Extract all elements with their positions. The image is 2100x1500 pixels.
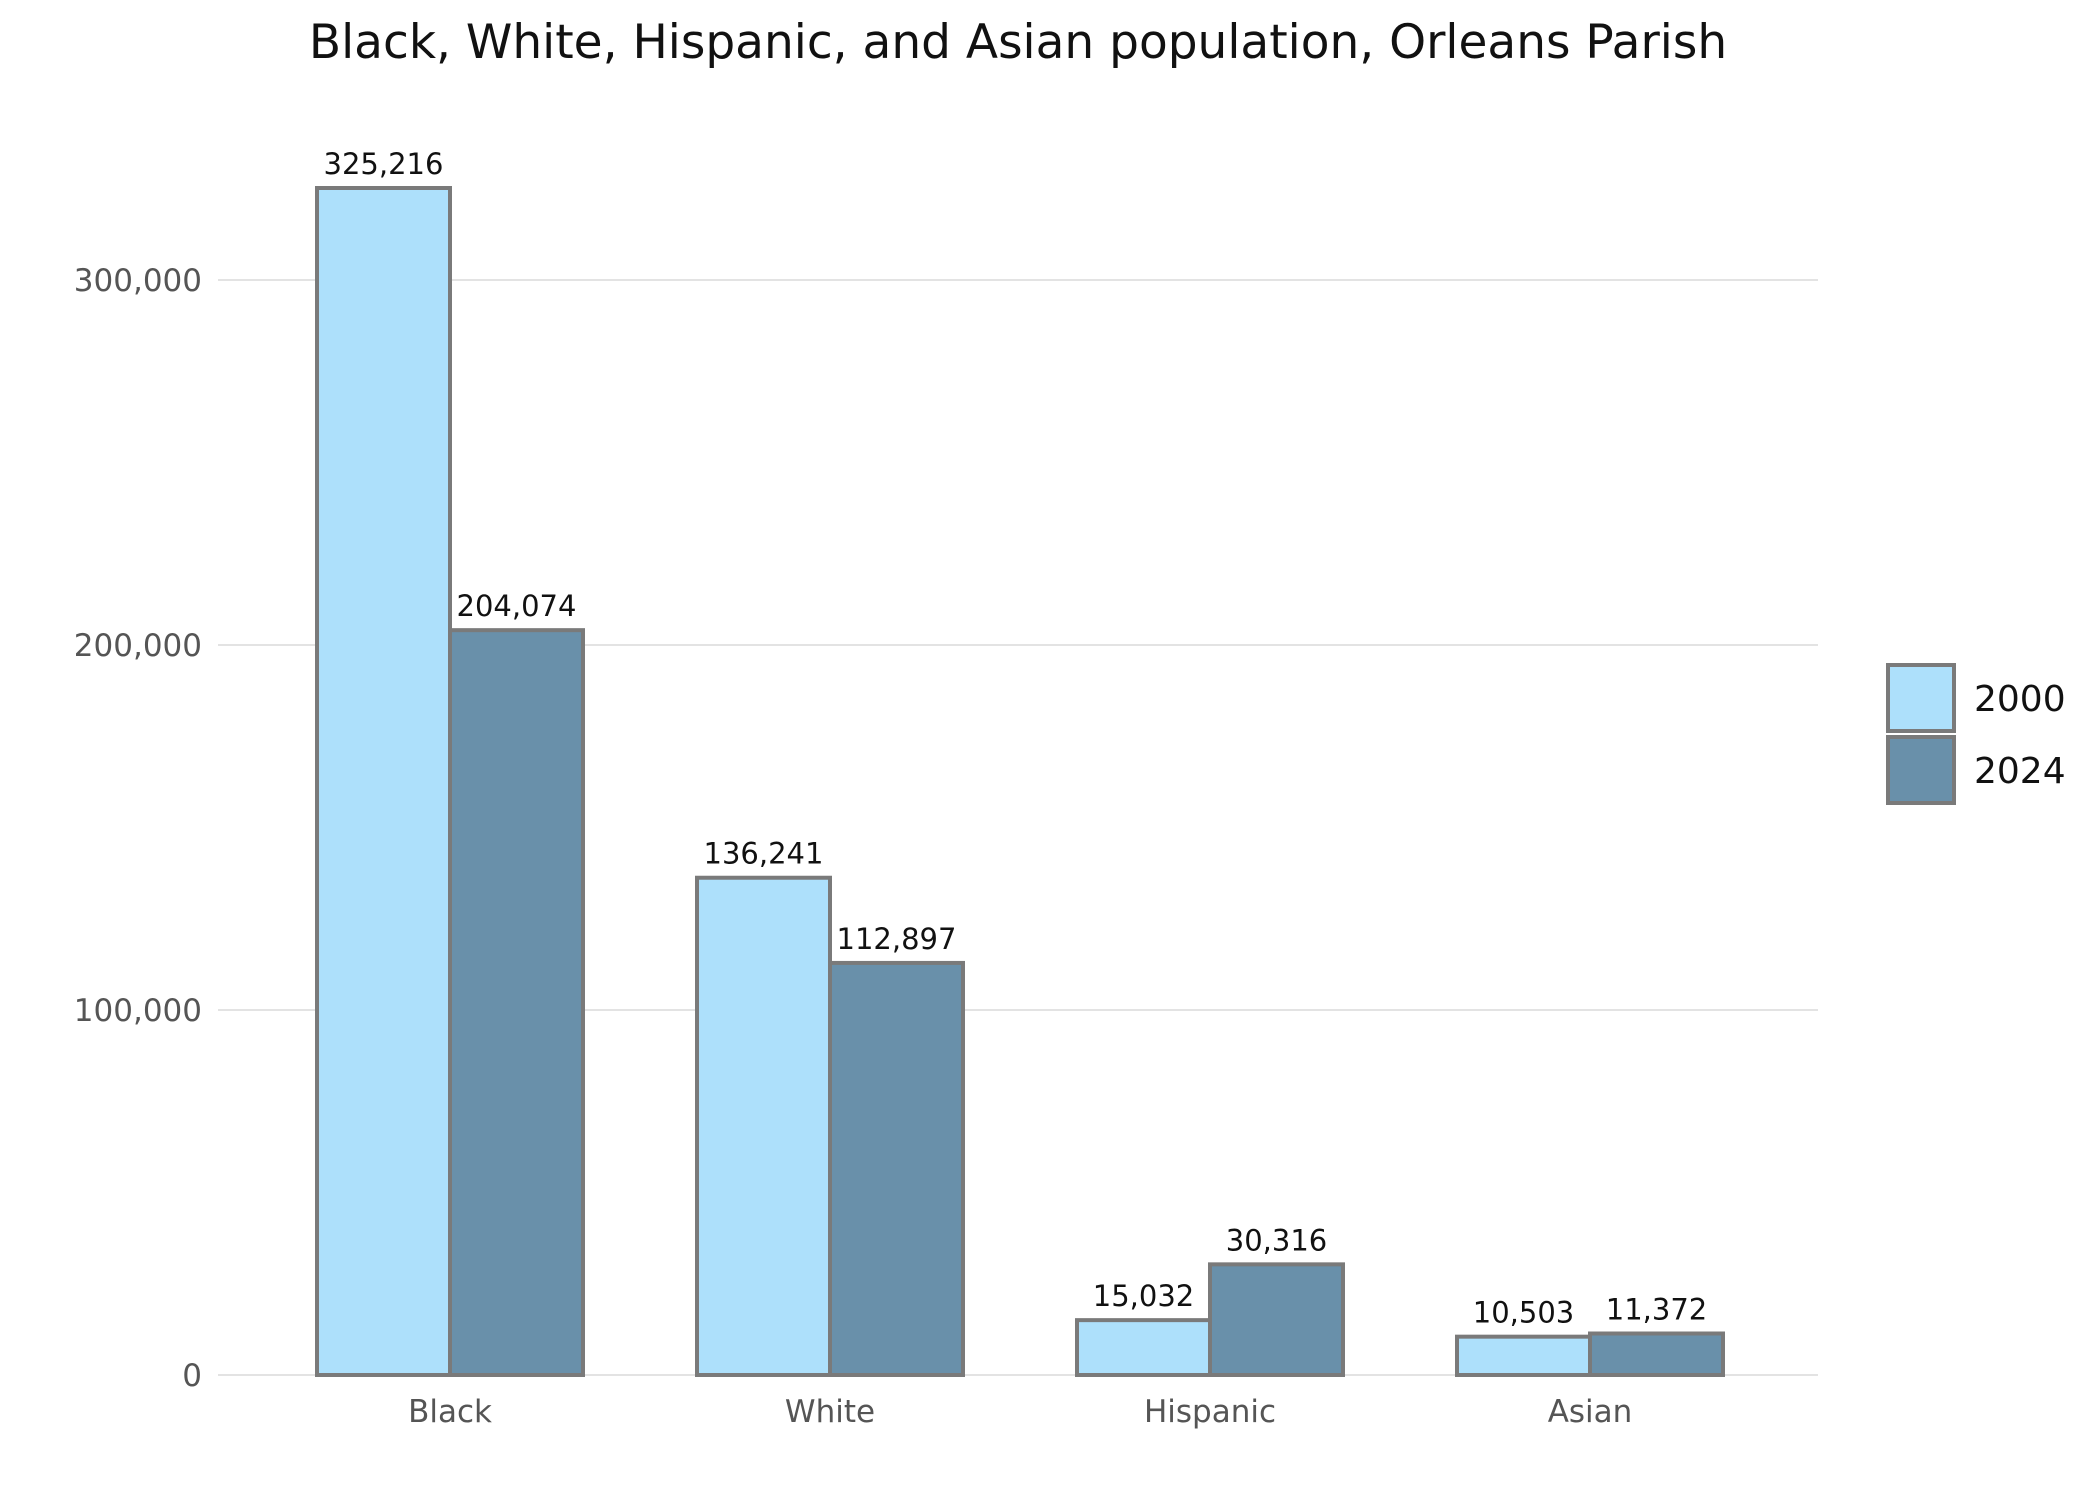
y-axis-tick-labels: 0 100,000 200,000 300,000 [74,263,202,1394]
y-tick-label: 0 [182,1358,202,1394]
legend-swatch-2024 [1886,735,1956,805]
x-tick-label-black: Black [408,1394,492,1430]
data-label-black-2000: 325,216 [324,147,444,181]
bar-hispanic-2000 [1075,1318,1212,1378]
data-label-white-2024: 112,897 [837,922,957,956]
x-tick-label-asian: Asian [1548,1394,1633,1430]
bar-asian-2000 [1455,1334,1592,1377]
bar-asian-2024 [1588,1331,1725,1377]
legend-label-2024: 2024 [1974,751,2066,792]
x-tick-label-hispanic: Hispanic [1144,1394,1276,1430]
bars [315,186,1725,1378]
bar-white-2000 [695,875,832,1377]
data-label-asian-2024: 11,372 [1606,1292,1707,1326]
bar-black-2000 [315,186,452,1377]
bar-black-2024 [448,628,585,1377]
chart-title: Black, White, Hispanic, and Asian popula… [309,15,1727,70]
data-label-asian-2000: 10,503 [1473,1296,1574,1330]
x-tick-label-white: White [785,1394,875,1430]
bar-hispanic-2024 [1208,1262,1345,1378]
y-tick-label: 100,000 [74,993,202,1029]
bar-white-2024 [828,960,965,1377]
data-label-hispanic-2000: 15,032 [1093,1279,1194,1313]
data-label-hispanic-2024: 30,316 [1226,1223,1327,1257]
legend-label-2000: 2000 [1974,679,2066,720]
data-label-black-2024: 204,074 [457,589,577,623]
y-tick-label: 300,000 [74,263,202,299]
data-labels: 325,216 204,074 136,241 112,897 15,032 30,316… [324,147,1708,1330]
data-label-white-2000: 136,241 [704,837,824,871]
legend: 2000 2024 [1886,663,2066,805]
y-tick-label: 200,000 [74,628,202,664]
legend-swatch-2000 [1886,663,1956,733]
x-axis-tick-labels: Black White Hispanic Asian [408,1394,1632,1430]
